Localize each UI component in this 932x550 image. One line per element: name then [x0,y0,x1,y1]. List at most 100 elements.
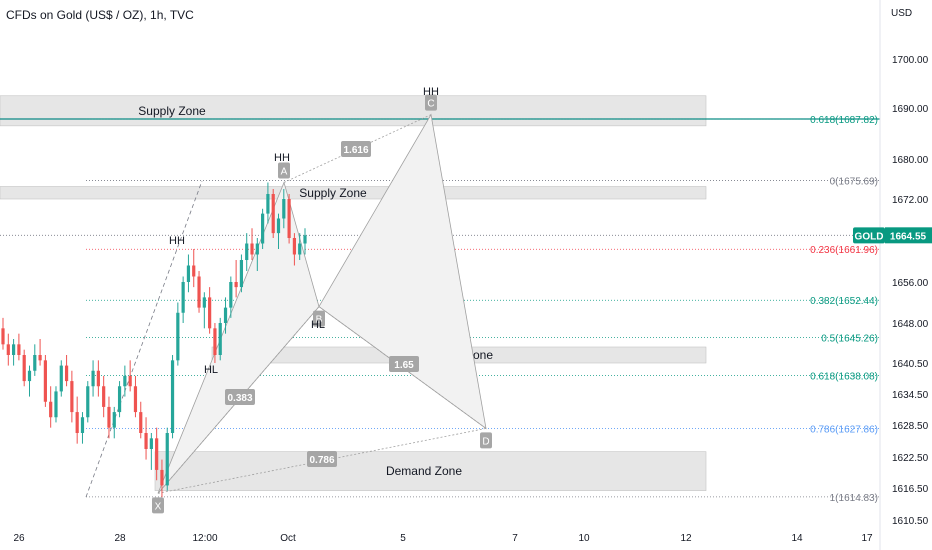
candle-body [70,381,74,413]
candle-body [155,438,159,470]
candle-body [112,412,116,428]
zone-box [0,186,707,200]
y-tick-label: 1690.00 [892,104,929,115]
fib-label: 0(1675.69) [830,177,878,188]
candle-body [255,243,259,255]
x-tick-label: 12:00 [192,533,217,544]
candle-body [176,312,180,361]
candle-body [133,386,138,413]
candle-body [1,328,5,345]
candle-body [261,213,265,244]
candle-body [192,265,196,277]
fib-label: 0.618(1687.82) [810,115,878,126]
structure-label: HL [311,319,325,331]
structure-label: HH [274,152,290,164]
current-price-text: 1664.55 [890,231,927,242]
candle-body [250,243,254,255]
y-tick-label: 1628.50 [892,421,929,432]
zone-label: Supply Zone [299,186,367,200]
candle-body [245,243,249,260]
candle-body [181,282,185,313]
candle-body [160,469,164,486]
candle-body [229,282,233,308]
x-tick-label: 12 [680,533,692,544]
candle-body [213,328,217,355]
candle-body [22,355,26,382]
fib-label: 0.382(1652.44) [810,296,878,307]
fib-label: 1(1614.83) [830,493,878,504]
symbol-tag-text: GOLD [855,231,884,242]
y-tick-label: 1634.50 [892,390,929,401]
candle-body [6,344,10,355]
current-price-tag [885,227,932,244]
candle-body [186,265,191,282]
x-tick-label: 14 [791,533,803,544]
candle-body [43,360,47,402]
ratio-badge [225,389,255,405]
candle-body [271,194,275,234]
candle-body [91,370,95,387]
ratio-line-xb [157,306,320,494]
candle-body [117,386,122,413]
vertex-badge-c [425,94,437,111]
candle-body [223,307,228,323]
ratio-badge [389,356,419,372]
ratio-badge-text: 0.786 [309,455,334,466]
ratio-badge [307,451,337,467]
candle-body [33,355,37,371]
candle-body [123,375,127,387]
zone-box [154,451,707,491]
x-tick-label: Oct [280,533,296,544]
y-tick-label: 1640.50 [892,359,929,370]
candle-body [75,412,79,433]
candle-body [102,386,106,407]
fib-label: 0.786(1627.86) [810,424,878,435]
candle-body [11,344,16,355]
candle-body [165,433,169,486]
candle-body [202,297,206,308]
candle-body [149,438,153,449]
candle-body [96,370,100,387]
candle-body [208,297,212,329]
candle-body [38,355,42,361]
fib-label: 0.236(1661.96) [810,245,878,256]
y-tick-label: 1700.00 [892,55,929,66]
vertex-label-x: X [155,501,162,512]
vertex-badge-d [480,432,492,449]
zone-label: Supply Zone [138,104,206,118]
candle-body [107,406,111,428]
candle-body [266,194,270,214]
x-tick-label: 28 [114,533,126,544]
labels-layer: X A B C D HH HH HH HL HL [152,86,492,514]
candle-body [298,243,302,255]
candle-body [139,412,143,433]
vertex-label-c: C [427,99,434,110]
candles-layer [1,182,307,498]
candle-body [239,260,244,288]
candle-body [59,365,63,392]
candle-body [144,433,148,449]
vertex-badge-x [152,497,164,514]
x-tick-label: 26 [13,533,25,544]
candle-body [303,235,307,244]
candle-body [282,199,286,219]
ratio-badge-text: 1.65 [394,360,414,371]
ratio-badge-text: 0.383 [227,393,252,404]
zone-label: Demand Zone [386,464,462,478]
candle-body [80,417,85,433]
structure-label: HH [169,235,185,247]
x-tick-label: 17 [861,533,873,544]
candle-body [128,375,132,387]
ratio-line-bd [318,306,487,429]
structure-label: HH [423,86,439,98]
symbol-tag [853,227,885,244]
pattern-triangle-bcd [318,113,487,430]
candle-body [287,199,291,238]
x-tick-label: 10 [578,533,590,544]
y-tick-label: 1622.50 [892,453,929,464]
vertex-label-a: A [281,167,288,178]
y-tick-label: 1656.00 [892,278,929,289]
zone-box [0,95,707,127]
